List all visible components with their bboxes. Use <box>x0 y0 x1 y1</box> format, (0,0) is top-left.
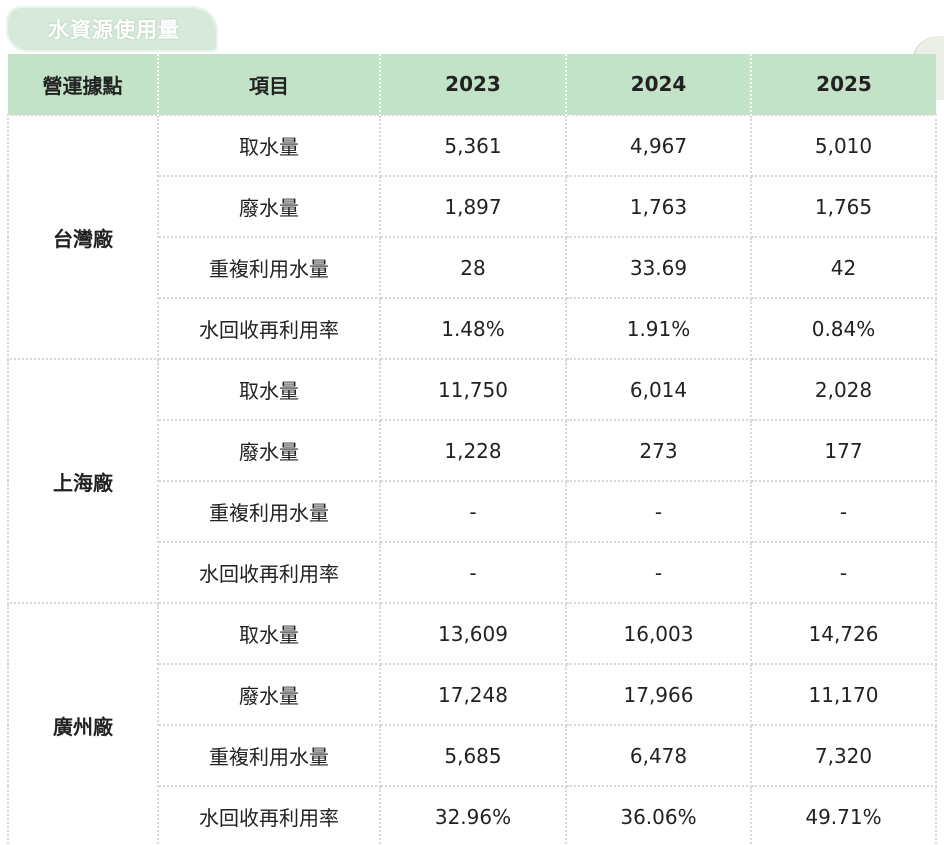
table-row: 上海廠 取水量 11,750 6,014 2,028 <box>7 358 937 604</box>
table-row: 廢水量 1,228 273 177 <box>8 419 937 482</box>
value-2025: 177 <box>750 419 937 482</box>
value-2024: 4,967 <box>565 114 752 177</box>
item-cell: 水回收再利用率 <box>157 297 381 360</box>
table-row: 廢水量 17,248 17,966 11,170 <box>8 663 937 726</box>
value-2024: 36.06% <box>565 785 752 845</box>
table-row: 水回收再利用率 - - - <box>8 541 937 604</box>
value-2024: 1,763 <box>565 175 752 238</box>
table-row: 重複利用水量 - - - <box>8 480 937 543</box>
value-2025: 14,726 <box>750 602 937 665</box>
value-2025: 2,028 <box>750 358 937 421</box>
value-2025: 42 <box>750 236 937 299</box>
section-title: 水資源使用量 <box>48 18 180 42</box>
header-2024: 2024 <box>566 54 752 115</box>
table-row: 台灣廠 取水量 5,361 4,967 5,010 <box>7 114 937 360</box>
value-2023: - <box>379 541 567 604</box>
value-2023: 1,897 <box>379 175 567 238</box>
value-2025: - <box>750 541 937 604</box>
value-2024: 17,966 <box>565 663 752 726</box>
item-cell: 廢水量 <box>157 419 381 482</box>
item-cell: 重複利用水量 <box>157 236 381 299</box>
header-2023: 2023 <box>380 54 567 115</box>
value-2025: 7,320 <box>750 724 937 787</box>
table-row: 廢水量 1,897 1,763 1,765 <box>8 175 937 238</box>
value-2025: 11,170 <box>750 663 937 726</box>
value-2023: 11,750 <box>379 358 567 421</box>
table-row: 廣州廠 取水量 13,609 16,003 14,726 <box>7 602 937 845</box>
value-2025: 1,765 <box>750 175 937 238</box>
value-2024: 6,014 <box>565 358 752 421</box>
value-2023: 1.48% <box>379 297 567 360</box>
item-cell: 水回收再利用率 <box>157 541 381 604</box>
water-usage-table: 營運據點 項目 2023 2024 2025 台灣廠 取水量 5,361 4,9… <box>7 54 937 845</box>
item-cell: 水回收再利用率 <box>157 785 381 845</box>
value-2024: 1.91% <box>565 297 752 360</box>
value-2024: 16,003 <box>565 602 752 665</box>
value-2023: 5,685 <box>379 724 567 787</box>
value-2023: 1,228 <box>379 419 567 482</box>
item-cell: 重複利用水量 <box>157 480 381 543</box>
table-row: 重複利用水量 28 33.69 42 <box>8 236 937 299</box>
value-2024: 33.69 <box>565 236 752 299</box>
value-2023: 13,609 <box>379 602 567 665</box>
item-cell: 取水量 <box>157 602 381 665</box>
item-cell: 取水量 <box>157 114 381 177</box>
value-2025: 0.84% <box>750 297 937 360</box>
header-2025: 2025 <box>751 54 936 115</box>
table-row: 重複利用水量 5,685 6,478 7,320 <box>8 724 937 787</box>
site-name: 台灣廠 <box>7 114 159 360</box>
value-2025: 49.71% <box>750 785 937 845</box>
value-2023: - <box>379 480 567 543</box>
value-2025: - <box>750 480 937 543</box>
value-2024: 273 <box>565 419 752 482</box>
header-site: 營運據點 <box>8 54 159 115</box>
value-2025: 5,010 <box>750 114 937 177</box>
value-2023: 28 <box>379 236 567 299</box>
table-row: 水回收再利用率 32.96% 36.06% 49.71% <box>8 785 937 845</box>
value-2023: 32.96% <box>379 785 567 845</box>
item-cell: 廢水量 <box>157 175 381 238</box>
value-2024: - <box>565 541 752 604</box>
value-2024: - <box>565 480 752 543</box>
item-cell: 重複利用水量 <box>157 724 381 787</box>
value-2023: 17,248 <box>379 663 567 726</box>
table-row: 水回收再利用率 1.48% 1.91% 0.84% <box>8 297 937 360</box>
header-item: 項目 <box>158 54 381 115</box>
item-cell: 取水量 <box>157 358 381 421</box>
site-name: 廣州廠 <box>7 602 159 845</box>
header-row: 營運據點 項目 2023 2024 2025 <box>8 54 936 115</box>
title-tab <box>6 6 218 52</box>
site-name: 上海廠 <box>7 358 159 604</box>
value-2023: 5,361 <box>379 114 567 177</box>
item-cell: 廢水量 <box>157 663 381 726</box>
value-2024: 6,478 <box>565 724 752 787</box>
